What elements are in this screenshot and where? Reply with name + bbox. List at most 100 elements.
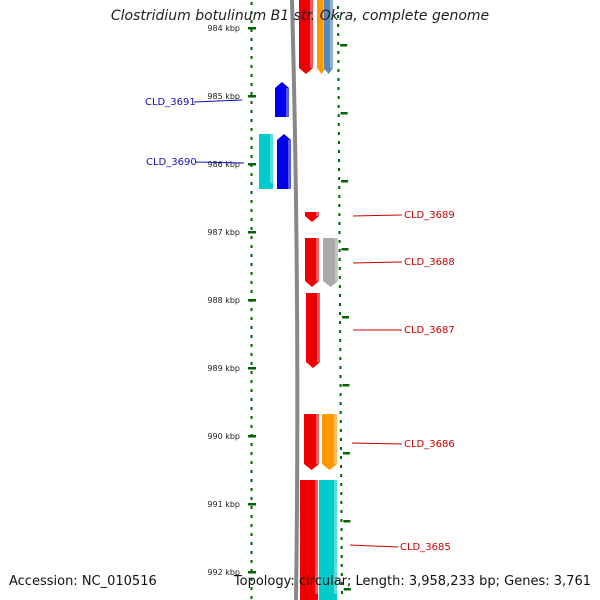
gene-cld3690-cog [259,134,273,189]
ruler-dot [250,362,253,365]
ruler-dot [250,290,253,293]
ruler-dot [338,213,341,216]
ruler-dot [250,452,253,455]
ruler-dot [250,317,253,320]
ruler-tick-label: 987 kbp [207,228,240,237]
ruler-dot [339,411,342,414]
ruler-tick-label: 984 kbp [207,24,240,33]
ruler-tick-right [342,316,349,319]
ruler-dot [250,20,253,23]
gene-orange-top [317,0,326,74]
ruler-dot [250,542,253,545]
ruler-dot [337,114,340,117]
ruler-dot [337,132,340,135]
ruler-dot [339,348,342,351]
ruler-dot [250,137,253,140]
ruler-dot [250,524,253,527]
ruler-dot [340,573,343,576]
ruler-dot [250,551,253,554]
ruler-dot [340,591,343,594]
ruler-dot [250,155,253,158]
gene-cld3687 [306,293,320,368]
ruler-dot [337,150,340,153]
ruler-dot [250,74,253,77]
ruler-tick-label: 985 kbp [207,92,240,101]
ruler-dot [338,276,341,279]
ruler-dot [337,51,340,54]
ruler-dot [339,366,342,369]
ruler-tick-right [342,384,350,387]
ruler-dot [340,510,343,513]
ruler-tick [248,367,256,370]
ruler-dot [340,519,343,522]
ruler-dot [250,128,253,131]
ruler-dot [337,123,340,126]
gene-label-leader [349,544,399,548]
ruler-dot [340,474,343,477]
ruler-dot [250,488,253,491]
ruler-dot [337,24,340,27]
ruler-dot [250,83,253,86]
ruler-dot [340,582,343,585]
ruler-dot [250,272,253,275]
ruler-dot [340,465,343,468]
ruler-dot [250,119,253,122]
ruler-dot [250,308,253,311]
ruler-tick [248,435,256,438]
ruler-dot [250,56,253,59]
ruler-dot [250,335,253,338]
ruler-dot [250,2,253,5]
ruler-dot [250,29,253,32]
gene-label: CLD_3685 [400,542,451,553]
ruler-tick-label: 992 kbp [207,568,240,577]
ruler-dot [250,200,253,203]
ruler-dot [338,204,341,207]
ruler-tick-right [343,520,351,523]
ruler-dot [250,515,253,518]
ruler-dot [250,533,253,536]
ruler-ticks: 984 kbp 985 kbp 986 kbp 987 kbp 988 kbp 989 k… [207,24,351,591]
ruler-dot [250,461,253,464]
ruler-dot [250,344,253,347]
gene-cld3686 [304,414,319,470]
ruler-dot [338,258,341,261]
gene-cld3685-cog [319,480,337,600]
ruler-dot [338,159,341,162]
ruler-dot [250,209,253,212]
ruler-tick-label: 990 kbp [207,432,240,441]
ruler-tick [248,231,256,234]
gene-cld3685 [300,480,318,600]
gene-cld3689-shade [316,212,319,216]
ruler-dot [337,42,340,45]
ruler-tick-label: 986 kbp [207,160,240,169]
gene-cld3691 [275,82,289,117]
ruler-dot [339,402,342,405]
ruler-tick-label: 989 kbp [207,364,240,373]
ruler-dot [339,339,342,342]
ruler-dot [337,69,340,72]
gene-label: CLD_3686 [404,439,455,450]
ruler-dot [338,240,341,243]
ruler-dot [250,443,253,446]
ruler-dot [250,470,253,473]
gene-cld3690 [277,134,291,189]
ruler-tick [248,299,256,302]
genome-backbone [290,0,300,600]
ruler-dot [339,447,342,450]
ruler-dot [250,191,253,194]
gene-label: CLD_3687 [404,325,455,336]
gene-cld3688-shade [316,238,319,281]
ruler-dot [338,195,341,198]
gene-steelblue-top [324,0,333,74]
gene-reverse-top-shade [310,0,313,68]
ruler-dot [250,560,253,563]
ruler-dot [338,249,341,252]
ruler-dot [337,60,340,63]
ruler-dot [250,173,253,176]
gene-label-leader [351,442,403,445]
gene-labels: CLD_3691 CLD_3690 CLD_3689 CLD_3688 CLD_3687… [145,97,455,553]
ruler-dot [250,353,253,356]
ruler-dot [250,587,253,590]
ruler-dot [338,294,341,297]
